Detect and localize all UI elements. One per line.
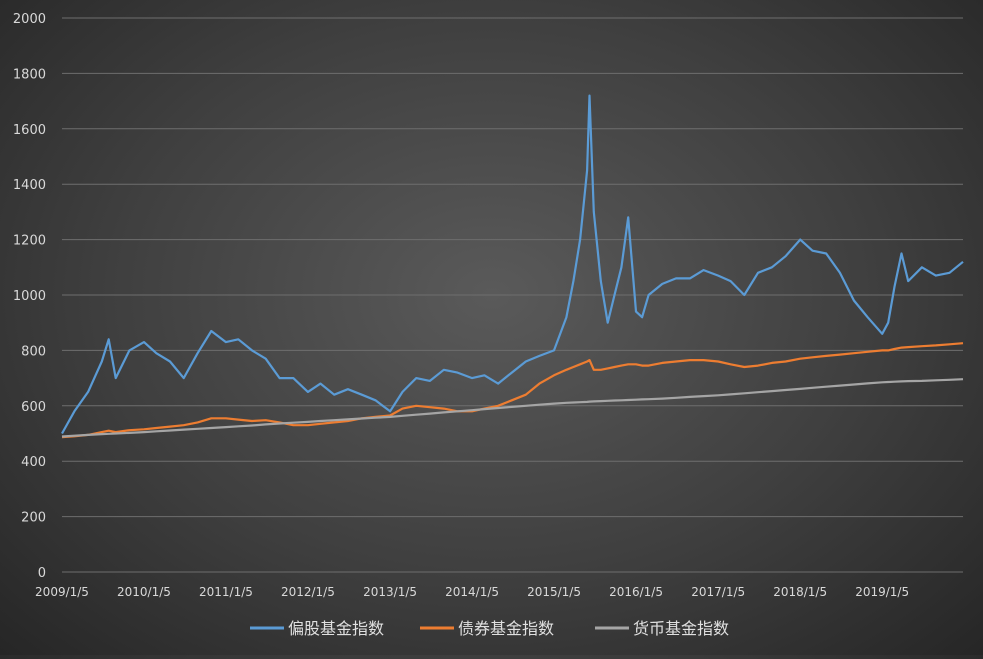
series-line-1 — [61, 94, 964, 435]
legend: 偏股基金指数 债券基金指数 货币基金指数 — [250, 619, 729, 638]
y-tick-label: 1000 — [13, 289, 46, 304]
x-tick-label: 2018/1/5 — [773, 585, 827, 599]
legend-item: 债券基金指数 — [420, 619, 554, 638]
x-tick-label: 2016/1/5 — [609, 585, 663, 599]
legend-item: 偏股基金指数 — [250, 619, 384, 638]
legend-label: 债券基金指数 — [458, 619, 554, 638]
y-tick-label: 800 — [21, 344, 46, 359]
y-tick-label: 2000 — [13, 12, 46, 27]
y-tick-label: 1200 — [13, 234, 46, 249]
y-axis-ticks: 0 200 400 600 800 1000 1200 1400 1600 1800 2000 — [13, 12, 46, 581]
x-axis-ticks: 2009/1/5 2010/1/5 2011/1/5 2012/1/5 2013/1/5… — [35, 585, 909, 599]
y-tick-label: 600 — [21, 400, 46, 415]
legend-label: 偏股基金指数 — [288, 619, 384, 638]
x-tick-label: 2015/1/5 — [527, 585, 581, 599]
series-line-3 — [61, 378, 964, 438]
x-tick-label: 2010/1/5 — [117, 585, 171, 599]
x-tick-label: 2011/1/5 — [199, 585, 253, 599]
legend-label: 货币基金指数 — [633, 619, 729, 638]
y-tick-label: 200 — [21, 511, 46, 526]
x-tick-label: 2012/1/5 — [281, 585, 335, 599]
y-tick-label: 0 — [38, 566, 46, 581]
x-tick-label: 2014/1/5 — [445, 585, 499, 599]
y-tick-label: 400 — [21, 455, 46, 470]
series-line-2 — [61, 342, 964, 439]
series-lines — [61, 94, 964, 439]
x-tick-label: 2009/1/5 — [35, 585, 89, 599]
y-tick-label: 1600 — [13, 123, 46, 138]
x-tick-label: 2013/1/5 — [363, 585, 417, 599]
x-tick-label: 2019/1/5 — [855, 585, 909, 599]
y-tick-label: 1400 — [13, 178, 46, 193]
x-tick-label: 2017/1/5 — [691, 585, 745, 599]
y-tick-label: 1800 — [13, 67, 46, 82]
gridlines — [62, 17, 963, 573]
legend-item: 货币基金指数 — [595, 619, 729, 638]
